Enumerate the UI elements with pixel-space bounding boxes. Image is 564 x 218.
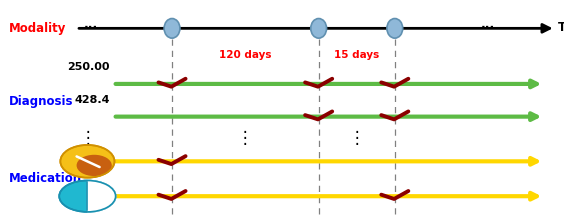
Text: ···: ··· [84, 21, 99, 34]
Text: ···: ··· [481, 21, 495, 34]
Text: ⋮: ⋮ [79, 129, 96, 147]
Ellipse shape [164, 19, 180, 38]
Text: $V_{i-1},T_{i-1}$: $V_{i-1},T_{i-1}$ [296, 0, 341, 2]
Text: 120 days: 120 days [219, 49, 272, 60]
Ellipse shape [60, 145, 114, 178]
Text: 250.00: 250.00 [68, 62, 110, 72]
Text: 15 days: 15 days [334, 49, 380, 60]
Text: ⋮: ⋮ [237, 129, 254, 147]
Text: $V_i,T_i$: $V_i,T_i$ [384, 0, 406, 2]
Text: Diagnosis: Diagnosis [8, 95, 73, 108]
Text: Medication: Medication [8, 172, 82, 185]
Text: Modality: Modality [8, 22, 66, 35]
Ellipse shape [77, 155, 112, 176]
Text: 428.4: 428.4 [74, 95, 110, 105]
Text: $V_{i-2},T_{i-2}$: $V_{i-2},T_{i-2}$ [149, 0, 195, 2]
Polygon shape [87, 181, 116, 212]
Ellipse shape [59, 181, 116, 212]
Ellipse shape [387, 19, 403, 38]
Text: ⋮: ⋮ [349, 129, 365, 147]
Ellipse shape [311, 19, 327, 38]
Text: Time: Time [558, 21, 564, 34]
